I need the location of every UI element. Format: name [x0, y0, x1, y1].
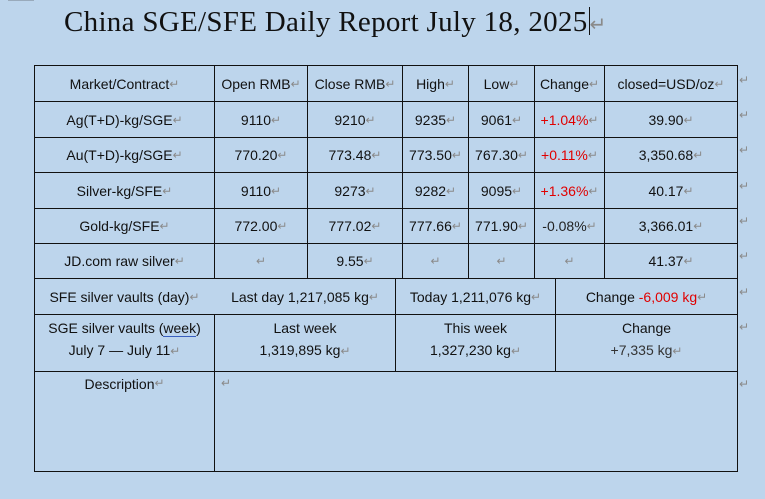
header-low: Low ↵	[483, 75, 520, 92]
row-open: ↵	[255, 254, 267, 268]
row-end-mark: ↵	[739, 108, 750, 122]
sfe-today: Today 1,211,076 kg ↵	[409, 288, 542, 305]
table-border-left	[34, 65, 35, 472]
row-end-mark: ↵	[739, 73, 750, 87]
col-line	[307, 65, 308, 279]
table-border-bottom	[34, 471, 738, 472]
row-line	[34, 314, 738, 315]
col-line	[534, 65, 535, 279]
row-low: 771.90 ↵	[475, 218, 528, 234]
col-line	[604, 65, 605, 279]
row-change: +1.04% ↵	[540, 111, 599, 128]
header-change: Change ↵	[539, 75, 600, 92]
sge-vaults-label: SGE silver vaults (week) July 7 — July 1…	[48, 320, 201, 358]
header-close: Close RMB ↵	[314, 75, 396, 92]
row-name: Gold-kg/SFE ↵	[79, 218, 170, 234]
row-change: +1.36% ↵	[540, 182, 599, 199]
row-line	[34, 101, 738, 102]
row-name: Silver-kg/SFE ↵	[76, 182, 173, 199]
corner-mark	[8, 0, 34, 3]
row-end-mark: ↵	[739, 179, 750, 193]
row-high: 9235 ↵	[414, 111, 457, 128]
row-close: 777.02 ↵	[328, 218, 382, 234]
row-line	[34, 208, 738, 209]
row-usd: 40.17 ↵	[648, 182, 694, 199]
row-high: 777.66 ↵	[409, 218, 462, 234]
row-end-mark: ↵	[739, 320, 750, 334]
row-change: -0.08% ↵	[542, 218, 597, 234]
col-line	[468, 65, 469, 279]
row-end-mark: ↵	[739, 214, 750, 228]
header-high: High ↵	[416, 75, 455, 92]
row-open: 770.20 ↵	[234, 147, 288, 163]
row-end-mark: ↵	[739, 143, 750, 157]
row-low: ↵	[496, 254, 507, 268]
row-close: 9.55 ↵	[336, 253, 374, 269]
col-line	[395, 278, 396, 372]
row-open: 9110 ↵	[240, 111, 282, 128]
row-usd: 3,366.01 ↵	[638, 218, 704, 234]
row-high: 773.50 ↵	[409, 147, 462, 163]
row-usd: 3,350.68 ↵	[638, 147, 704, 163]
row-name: Ag(T+D)-kg/SGE ↵	[66, 111, 183, 128]
header-market: Market/Contract ↵	[69, 75, 180, 92]
row-open: 9110 ↵	[240, 182, 282, 199]
table-border-top	[34, 65, 738, 66]
row-close: 773.48 ↵	[328, 147, 382, 163]
description-field[interactable]: ↵	[221, 376, 232, 390]
col-line	[214, 65, 215, 279]
row-low: 9095 ↵	[480, 182, 523, 199]
row-close: 9210 ↵	[334, 111, 376, 128]
row-name: JD.com raw silver ↵	[64, 253, 185, 269]
row-line	[34, 172, 738, 173]
row-high: 9282 ↵	[414, 182, 457, 199]
row-line	[34, 371, 738, 372]
sfe-vaults-label: SFE silver vaults (day) ↵	[49, 288, 200, 305]
text-cursor	[588, 7, 590, 35]
row-line	[34, 243, 738, 244]
table-border-right	[737, 65, 738, 472]
row-end-mark: ↵	[739, 377, 750, 391]
row-change: ↵	[564, 254, 575, 268]
sfe-last-day: Last day 1,217,085 kg ↵	[231, 288, 379, 305]
row-end-mark: ↵	[739, 285, 750, 299]
row-low: 9061 ↵	[480, 111, 523, 128]
row-close: 9273 ↵	[334, 182, 376, 199]
col-line	[555, 278, 556, 372]
row-usd: 41.37 ↵	[648, 253, 694, 269]
sge-last-week: Last week 1,319,895 kg↵	[259, 320, 351, 358]
sge-this-week: This week 1,327,230 kg↵	[429, 320, 522, 358]
header-usd: closed=USD/oz ↵	[617, 75, 725, 92]
row-change: +0.11% ↵	[541, 147, 598, 163]
col-line	[402, 65, 403, 279]
row-line	[34, 137, 738, 138]
row-open: 772.00 ↵	[234, 218, 288, 234]
header-open: Open RMB ↵	[221, 75, 301, 92]
sfe-change: Change -6,009 kg ↵	[585, 288, 708, 305]
sfe-change-value: -6,009 kg	[638, 288, 698, 305]
row-line	[34, 278, 738, 279]
paragraph-mark-icon: ↵	[589, 12, 607, 36]
sge-change: Change +7,335 kg↵	[610, 320, 683, 358]
row-usd: 39.90 ↵	[648, 111, 694, 128]
description-label: Description ↵	[84, 376, 165, 392]
row-name: Au(T+D)-kg/SGE ↵	[66, 147, 183, 163]
row-low: 767.30 ↵	[475, 147, 528, 163]
col-line	[214, 314, 215, 472]
row-high: ↵	[430, 254, 441, 268]
page-title: China SGE/SFE Daily Report July 18, 2025…	[64, 6, 607, 38]
row-end-mark: ↵	[739, 249, 750, 263]
